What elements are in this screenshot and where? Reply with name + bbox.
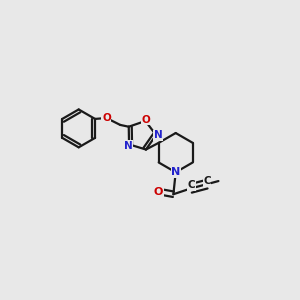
Text: N: N [171,167,180,177]
Text: O: O [154,187,163,197]
Text: C: C [203,176,211,186]
Text: N: N [124,140,132,151]
Text: O: O [102,113,111,123]
Text: O: O [141,115,150,125]
Text: N: N [154,130,162,140]
Text: C: C [188,180,195,190]
